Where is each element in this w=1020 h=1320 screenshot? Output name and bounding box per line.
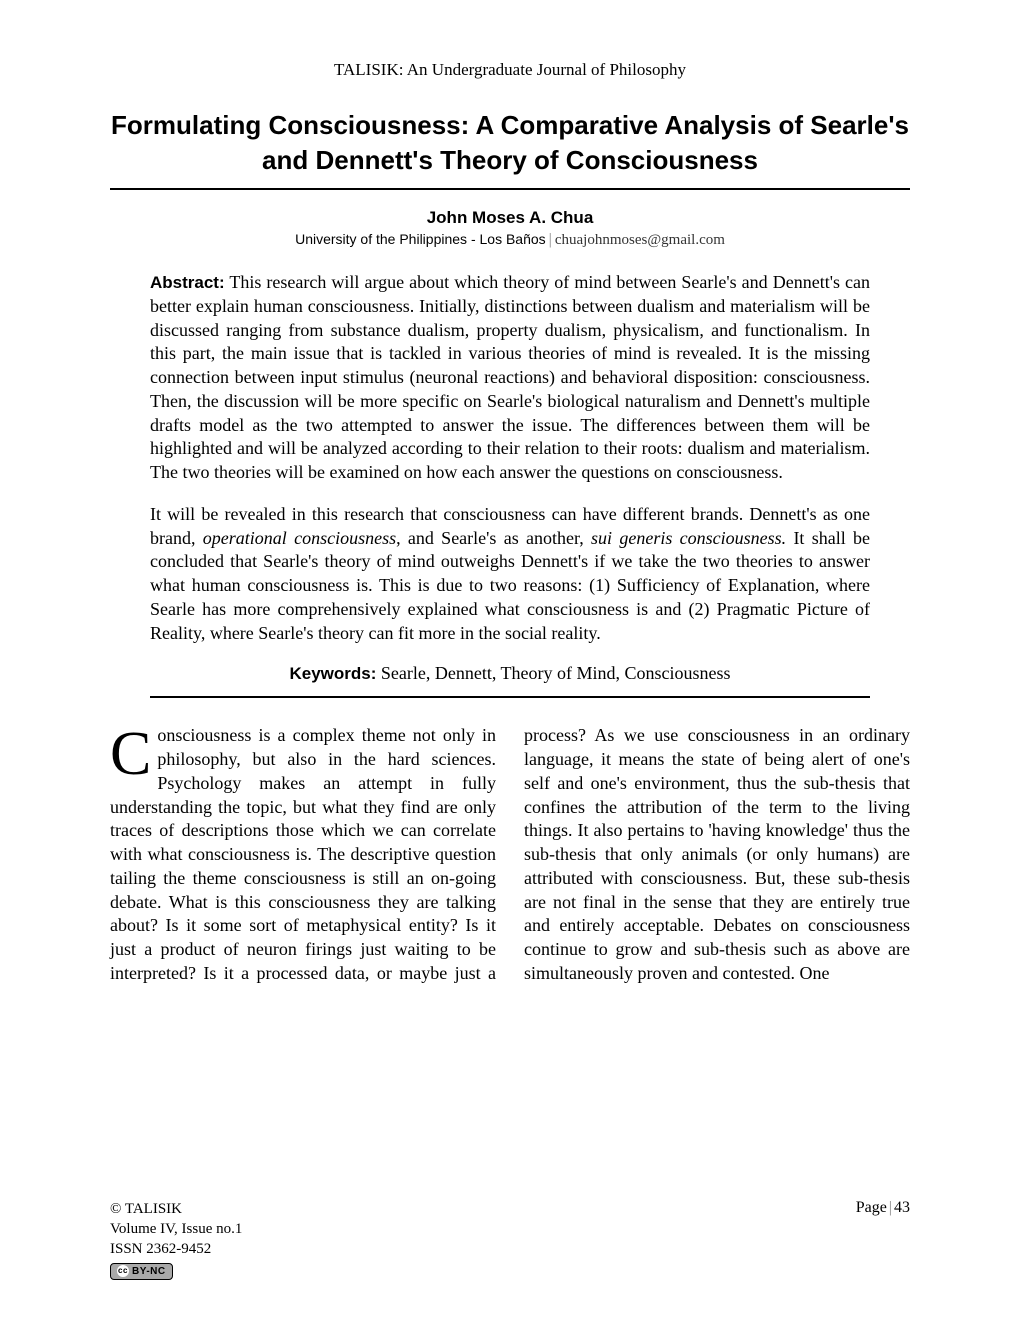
footer-issn: ISSN 2362-9452: [110, 1239, 242, 1259]
author-name: John Moses A. Chua: [110, 208, 910, 228]
cc-license-badge: ccBY-NC: [110, 1263, 173, 1281]
author-affiliation: University of the Philippines - Los Baño…: [295, 231, 546, 247]
footer-copyright: © TALISIK: [110, 1199, 242, 1219]
body-para-1: Consciousness is a complex theme not onl…: [110, 724, 910, 985]
author-block: John Moses A. Chua University of the Phi…: [110, 208, 910, 249]
page-footer: © TALISIK Volume IV, Issue no.1 ISSN 236…: [110, 1199, 910, 1280]
cc-icon: cc: [117, 1265, 129, 1277]
footer-left: © TALISIK Volume IV, Issue no.1 ISSN 236…: [110, 1199, 242, 1280]
body-columns: Consciousness is a complex theme not onl…: [110, 724, 910, 985]
footer-volume: Volume IV, Issue no.1: [110, 1219, 242, 1239]
footer-right: Page|43: [856, 1199, 910, 1217]
abstract-para-1: Abstract: This research will argue about…: [150, 271, 870, 485]
cc-label: BY-NC: [132, 1266, 166, 1277]
abstract-label: Abstract:: [150, 273, 225, 292]
page-label: Page: [856, 1199, 887, 1216]
page-number: 43: [894, 1199, 910, 1216]
abstract: Abstract: This research will argue about…: [110, 271, 910, 684]
paper-title: Formulating Consciousness: A Comparative…: [110, 108, 910, 178]
abstract-text-1: This research will argue about which the…: [150, 272, 870, 482]
body-text: onsciousness is a complex theme not only…: [110, 725, 910, 983]
keywords-rule: [150, 696, 870, 698]
author-email: chuajohnmoses@gmail.com: [555, 232, 725, 248]
keywords: Keywords: Searle, Dennett, Theory of Min…: [150, 663, 870, 684]
running-header: TALISIK: An Undergraduate Journal of Phi…: [110, 60, 910, 80]
keywords-label: Keywords:: [289, 664, 376, 683]
keywords-text: Searle, Dennett, Theory of Mind, Conscio…: [381, 663, 731, 683]
abstract-para-2: It will be revealed in this research tha…: [150, 503, 870, 646]
dropcap: C: [110, 724, 157, 781]
title-rule: [110, 188, 910, 190]
affiliation-line: University of the Philippines - Los Baño…: [110, 231, 910, 249]
